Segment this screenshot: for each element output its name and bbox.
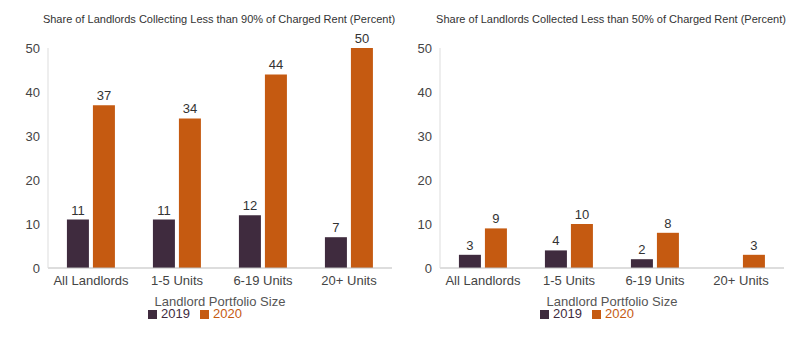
html-text:2019: 2019 (553, 306, 582, 321)
svg-text:4: 4 (552, 233, 559, 248)
svg-text:20+ Units: 20+ Units (321, 273, 377, 288)
svg-text:11: 11 (71, 203, 85, 218)
svg-text:20: 20 (418, 173, 432, 188)
svg-text:30: 30 (418, 129, 432, 144)
svg-text:44: 44 (269, 57, 283, 72)
svg-text:2: 2 (638, 242, 645, 257)
svg-text:3: 3 (466, 238, 473, 253)
svg-text:Landlord Portfolio Size: Landlord Portfolio Size (547, 294, 678, 309)
svg-text:1-5 Units: 1-5 Units (543, 273, 596, 288)
html-text:Share of Landlords Collecting: Share of Landlords Collecting Less than … (42, 13, 396, 25)
svg-text:50: 50 (355, 31, 369, 46)
svg-text:0: 0 (425, 261, 432, 276)
html-text:2019: 2019 (161, 306, 190, 321)
svg-text:7: 7 (332, 220, 339, 235)
svg-text:10: 10 (575, 207, 589, 222)
html-text:2020: 2020 (213, 306, 242, 321)
svg-text:All Landlords: All Landlords (445, 273, 521, 288)
svg-text:30: 30 (26, 129, 40, 144)
svg-text:12: 12 (243, 198, 257, 213)
html-text:Share of Landlords Collected L: Share of Landlords Collected Less than 5… (436, 13, 786, 25)
svg-text:20: 20 (26, 173, 40, 188)
svg-text:50: 50 (418, 41, 432, 56)
svg-text:20+ Units: 20+ Units (713, 273, 769, 288)
svg-text:10: 10 (418, 217, 432, 232)
svg-text:6-19 Units: 6-19 Units (625, 273, 685, 288)
svg-text:9: 9 (492, 211, 499, 226)
svg-text:8: 8 (664, 216, 671, 231)
svg-text:40: 40 (418, 85, 432, 100)
svg-text:1-5 Units: 1-5 Units (151, 273, 204, 288)
svg-text:3: 3 (750, 238, 757, 253)
svg-text:11: 11 (157, 203, 171, 218)
svg-text:50: 50 (26, 41, 40, 56)
svg-text:40: 40 (26, 85, 40, 100)
svg-text:10: 10 (26, 217, 40, 232)
svg-text:37: 37 (97, 88, 111, 103)
svg-text:All Landlords: All Landlords (53, 273, 129, 288)
svg-text:34: 34 (183, 101, 197, 116)
svg-text:Landlord Portfolio Size: Landlord Portfolio Size (155, 294, 286, 309)
svg-text:6-19 Units: 6-19 Units (233, 273, 293, 288)
html-text:2020: 2020 (605, 306, 634, 321)
svg-text:0: 0 (33, 261, 40, 276)
